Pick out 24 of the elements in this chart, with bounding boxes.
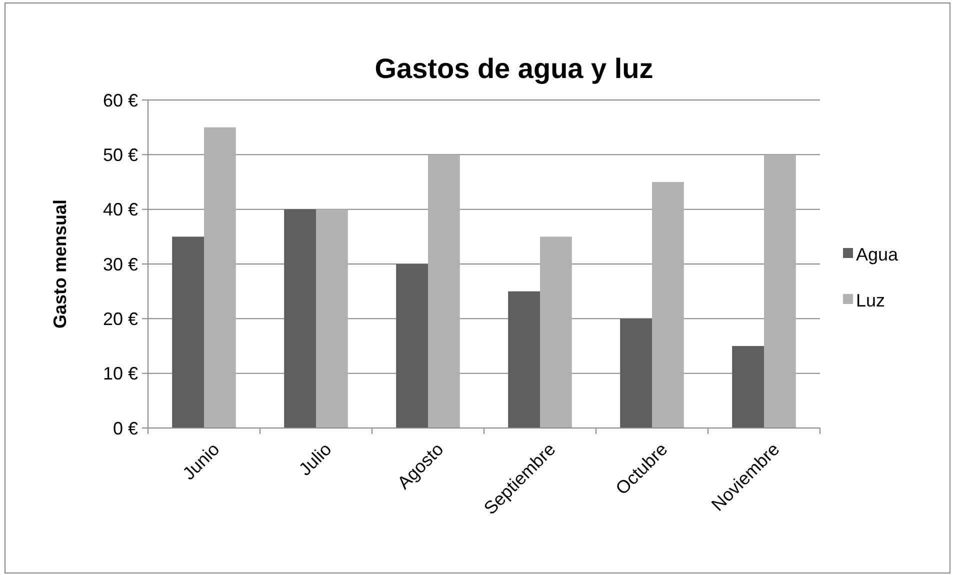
bar (428, 154, 460, 428)
y-axis-title: Gasto mensual (50, 199, 70, 329)
y-tick-label: 50 € (102, 144, 138, 165)
bar (172, 236, 204, 428)
legend-label: Agua (856, 244, 900, 264)
bar (316, 209, 348, 428)
bar (204, 127, 236, 428)
bar (284, 209, 316, 428)
bar (732, 346, 764, 428)
chart-title: Gastos de agua y luz (374, 53, 654, 84)
bar (620, 318, 652, 428)
y-tick-label: 60 € (102, 90, 138, 110)
legend-label: Luz (856, 290, 886, 310)
bar (396, 264, 428, 428)
bar (764, 154, 796, 428)
bar (652, 182, 684, 428)
y-tick-label: 10 € (102, 364, 138, 384)
x-tick-label: Julio (294, 439, 336, 480)
y-tick-label: 0 € (112, 418, 138, 438)
bar (508, 291, 540, 428)
y-tick-label: 40 € (102, 200, 138, 220)
y-tick-label: 20 € (102, 308, 138, 329)
bar (540, 236, 572, 428)
y-tick-label: 30 € (102, 254, 138, 274)
